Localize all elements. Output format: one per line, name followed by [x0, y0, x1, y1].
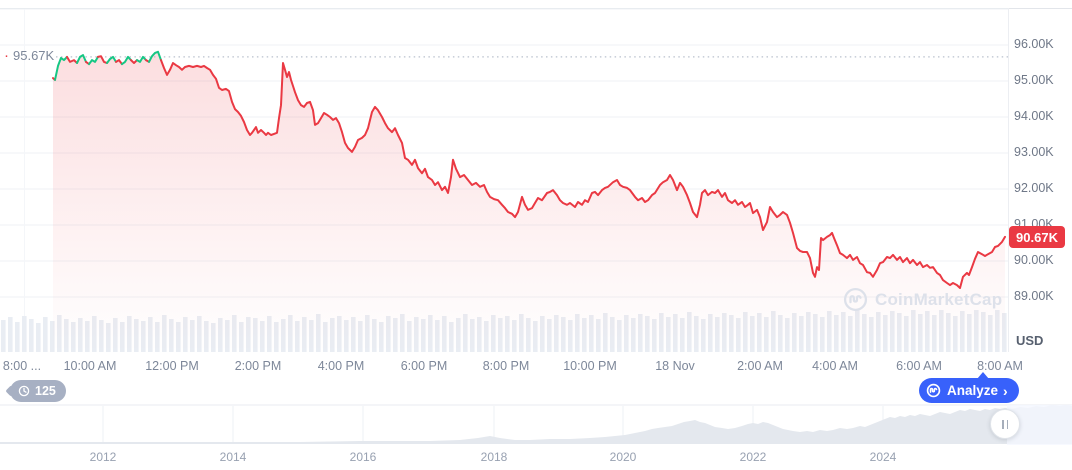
time-axis-label: 8:00 ... — [2, 359, 42, 373]
analyze-label: Analyze — [947, 383, 999, 398]
range-slider-handle[interactable] — [990, 409, 1020, 439]
prev-close-dot: · — [4, 46, 9, 64]
range-slider-year-label: 2018 — [480, 450, 508, 464]
time-axis-label: 2:00 AM — [737, 359, 783, 373]
bar-count-badge[interactable]: 125 — [10, 380, 66, 402]
time-axis-label: 8:00 PM — [482, 359, 530, 373]
range-slider-year-label: 2022 — [739, 450, 767, 464]
time-axis-label: 10:00 PM — [563, 359, 617, 373]
price-axis-label: 92.00K — [1014, 181, 1054, 195]
time-axis-label: 2:00 PM — [234, 359, 282, 373]
last-price-badge: 90.67K — [1009, 226, 1065, 248]
range-slider-year-label: 2014 — [219, 450, 247, 464]
time-axis-label: 6:00 AM — [896, 359, 942, 373]
time-axis-label: 4:00 PM — [317, 359, 365, 373]
price-axis-label: 96.00K — [1014, 37, 1054, 51]
range-slider-year-label: 2020 — [609, 450, 637, 464]
time-axis-label: 6:00 PM — [400, 359, 448, 373]
range-slider-year-label: 2024 — [869, 450, 897, 464]
price-axis-label: 93.00K — [1014, 145, 1054, 159]
range-slider-year-label: 2012 — [89, 450, 117, 464]
range-slider-year-label: 2016 — [349, 450, 377, 464]
history-clock-icon — [18, 385, 30, 397]
prev-close-value: 95.67K — [13, 48, 55, 63]
time-axis-label: 4:00 AM — [812, 359, 858, 373]
time-axis-label: 8:00 AM — [977, 359, 1023, 373]
price-axis-label: 94.00K — [1014, 109, 1054, 123]
chevron-right-icon: › — [1003, 382, 1008, 399]
time-axis-label: 18 Nov — [655, 359, 695, 373]
price-axis-unit: USD — [1016, 333, 1044, 348]
bar-count-value: 125 — [35, 384, 56, 398]
analyze-button[interactable]: Analyze › — [919, 372, 1019, 403]
pause-drag-handle-icon — [1002, 419, 1004, 429]
time-axis-label: 10:00 AM — [63, 359, 117, 373]
price-axis-label: 89.00K — [1014, 289, 1054, 303]
price-axis-label: 95.00K — [1014, 73, 1054, 87]
time-axis-label: 12:00 PM — [145, 359, 199, 373]
price-axis-label: 90.00K — [1014, 253, 1054, 267]
prev-close-label: · 95.67K — [4, 46, 55, 64]
coinmarketcap-logo-icon — [926, 383, 941, 398]
